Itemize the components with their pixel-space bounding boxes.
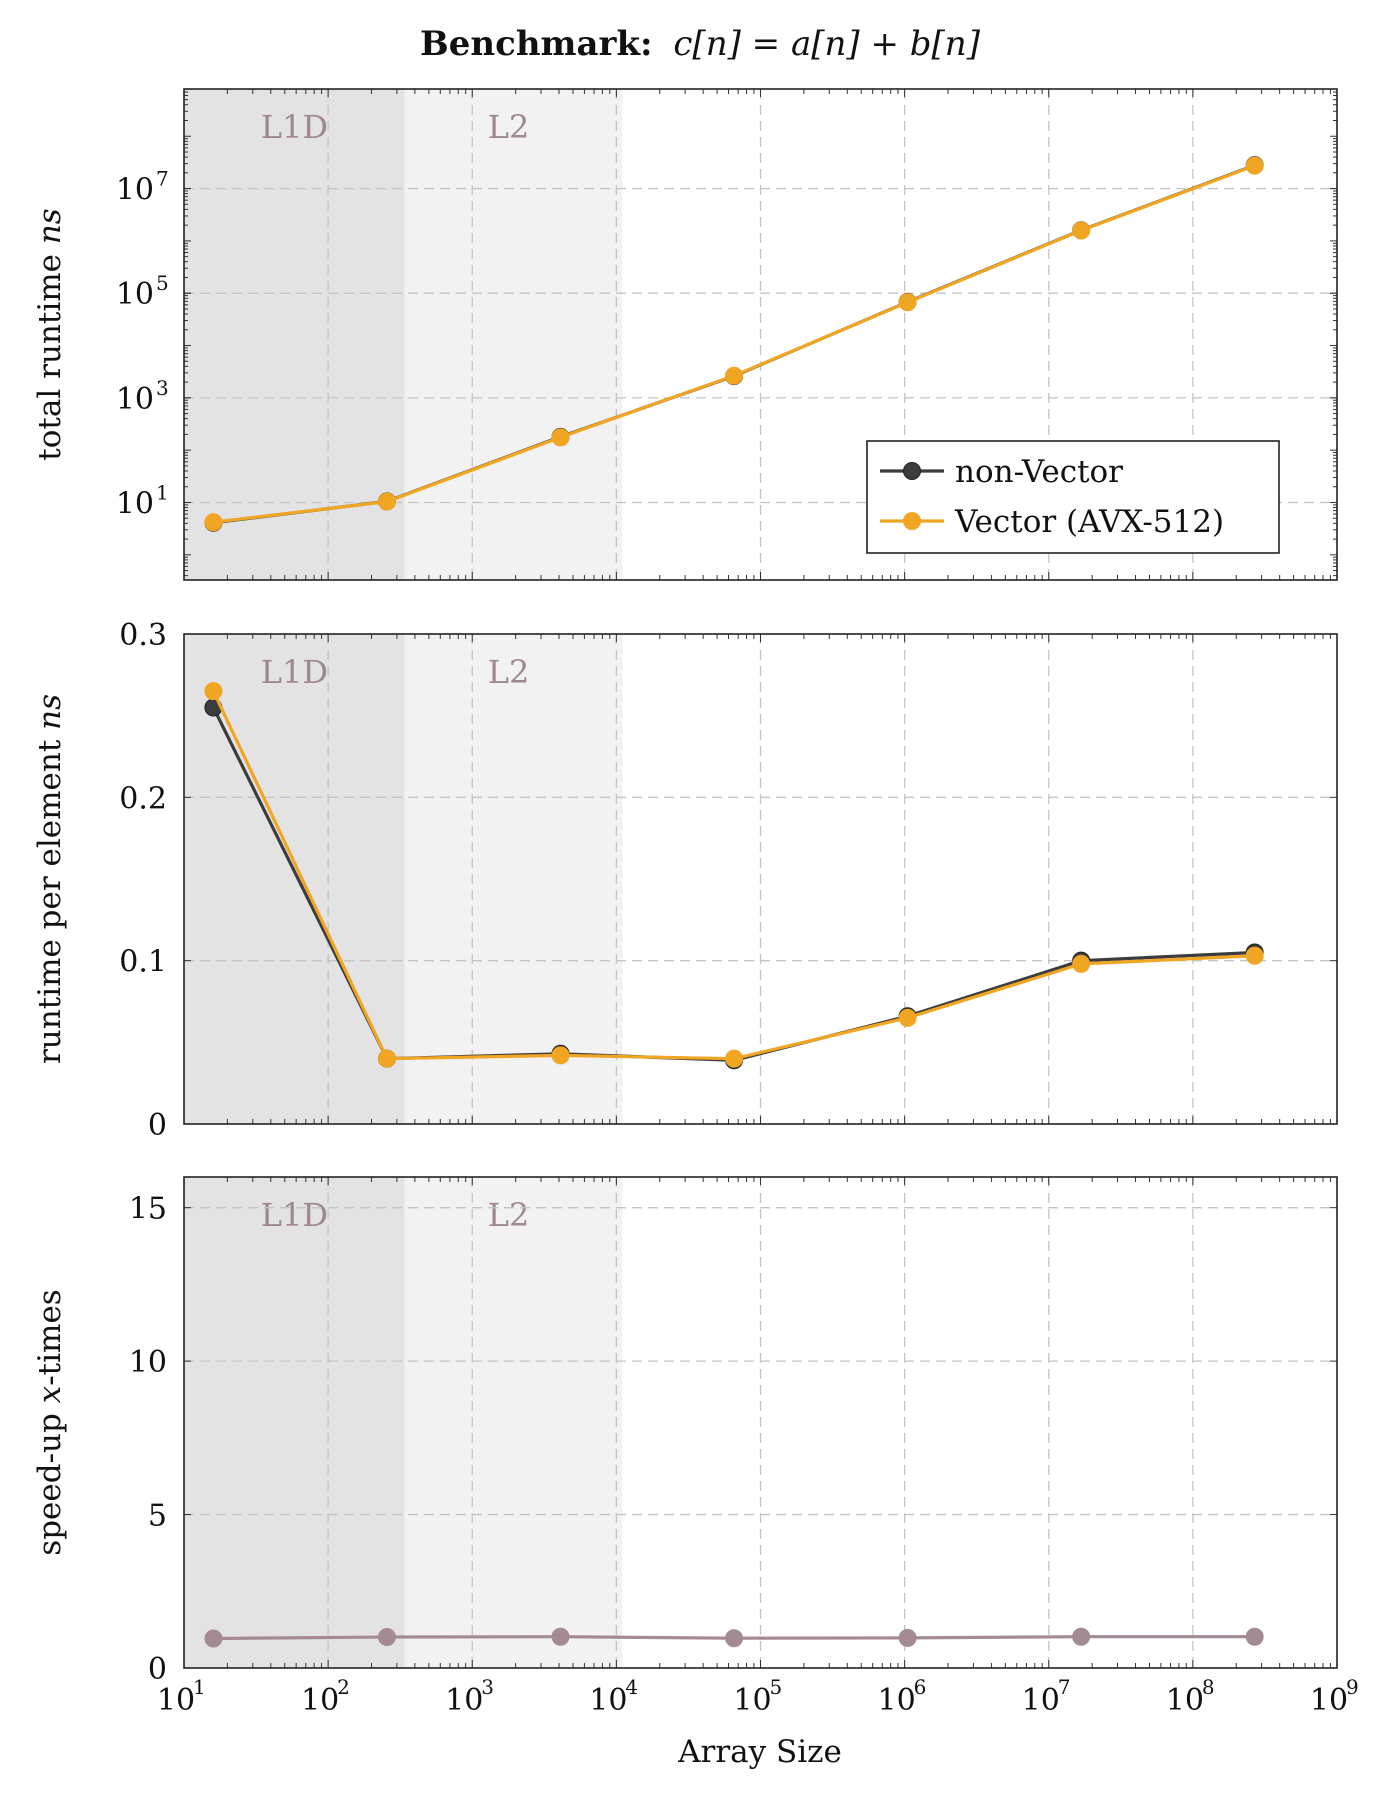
y-tick-label: 0 (148, 1652, 167, 1687)
region-label-l2: L2 (488, 653, 530, 691)
plot-frame (183, 1176, 1338, 1669)
y-axis-label: runtime per element ns (32, 694, 68, 1064)
data-point (204, 682, 223, 701)
data-point (1072, 1627, 1091, 1646)
data-point (725, 366, 744, 385)
figure-title: Benchmark: c[n] = a[n] + b[n] (420, 24, 981, 64)
x-tick-exponent: 4 (625, 1675, 638, 1699)
region-l2 (404, 1177, 623, 1668)
y-axis-label: total runtime ns (32, 208, 68, 460)
legend: non-Vector Vector (AVX-512) (866, 440, 1280, 554)
x-tick-label: 10 (1166, 1683, 1204, 1718)
data-point (1245, 946, 1264, 965)
y-tick-exponent: 3 (156, 376, 169, 400)
y-tick-exponent: 1 (156, 480, 169, 504)
data-point (204, 513, 223, 532)
data-point (725, 1629, 744, 1648)
data-point (898, 1008, 917, 1027)
data-point (898, 293, 917, 312)
data-point (551, 1046, 570, 1065)
data-point (377, 1049, 396, 1068)
data-point (898, 1628, 917, 1647)
x-tick-exponent: 3 (481, 1675, 494, 1699)
x-tick-exponent: 5 (770, 1675, 783, 1699)
x-tick-exponent: 2 (337, 1675, 350, 1699)
y-tick-label: 10 (116, 173, 154, 208)
x-tick-exponent: 9 (1346, 1675, 1359, 1699)
legend-entry: non-Vector (955, 454, 1123, 490)
data-point (551, 428, 570, 447)
x-tick-label: 10 (301, 1683, 339, 1718)
figure-title-bold: Benchmark: (420, 24, 653, 64)
y-tick-label: 10 (116, 382, 154, 417)
legend-marker (903, 462, 921, 480)
region-label-l1d: L1D (261, 1196, 328, 1234)
region-label-l1d: L1D (261, 108, 328, 146)
data-point (725, 1049, 744, 1068)
plot-frame (183, 88, 1338, 581)
y-tick-label: 10 (116, 277, 154, 312)
data-point (1245, 156, 1264, 175)
x-tick-label: 10 (1310, 1683, 1348, 1718)
x-tick-label: 10 (589, 1683, 627, 1718)
data-point (551, 1627, 570, 1646)
region-l2 (404, 634, 623, 1124)
y-axis-label: speed-up x-times (32, 1289, 68, 1555)
data-point (377, 492, 396, 511)
region-label-l2: L2 (488, 108, 530, 146)
figure-title-formula: c[n] = a[n] + b[n] (673, 24, 980, 64)
x-axis-label: Array Size (677, 1734, 842, 1770)
region-l1d (184, 1177, 405, 1668)
y-tick-label: 0.3 (119, 618, 167, 653)
data-point (1245, 1627, 1264, 1646)
x-tick-label: 10 (157, 1683, 195, 1718)
legend-box (866, 440, 1280, 554)
y-tick-label: 10 (129, 1345, 167, 1380)
data-point (204, 1629, 223, 1648)
data-point (377, 1628, 396, 1647)
x-tick-label: 10 (1022, 1683, 1060, 1718)
region-l1d (184, 634, 405, 1124)
y-tick-label: 0.1 (119, 945, 167, 980)
y-tick-label: 0 (148, 1108, 167, 1143)
y-tick-label: 15 (129, 1192, 167, 1227)
y-tick-label: 10 (116, 486, 154, 521)
panel-middle: L1D L2 0 0.1 0.2 0.3 runtime per element ns (32, 618, 1338, 1143)
region-l2 (404, 89, 623, 580)
region-l1d (184, 89, 405, 580)
x-tick-exponent: 6 (914, 1675, 927, 1699)
legend-entry: Vector (AVX-512) (954, 504, 1224, 540)
x-tick-label: 10 (878, 1683, 916, 1718)
data-point (1072, 954, 1091, 973)
x-tick-exponent: 7 (1058, 1675, 1071, 1699)
x-tick-exponent: 1 (193, 1675, 206, 1699)
x-tick-label: 10 (733, 1683, 771, 1718)
y-tick-label: 0.2 (119, 781, 167, 816)
y-tick-label: 5 (148, 1499, 167, 1534)
y-tick-exponent: 7 (156, 167, 169, 191)
x-tick-exponent: 8 (1202, 1675, 1215, 1699)
legend-marker (903, 512, 921, 530)
y-tick-exponent: 5 (156, 271, 169, 295)
data-point (1072, 221, 1091, 240)
region-label-l1d: L1D (261, 653, 328, 691)
x-tick-label: 10 (445, 1683, 483, 1718)
plot-frame (183, 633, 1338, 1125)
region-label-l2: L2 (488, 1196, 530, 1234)
